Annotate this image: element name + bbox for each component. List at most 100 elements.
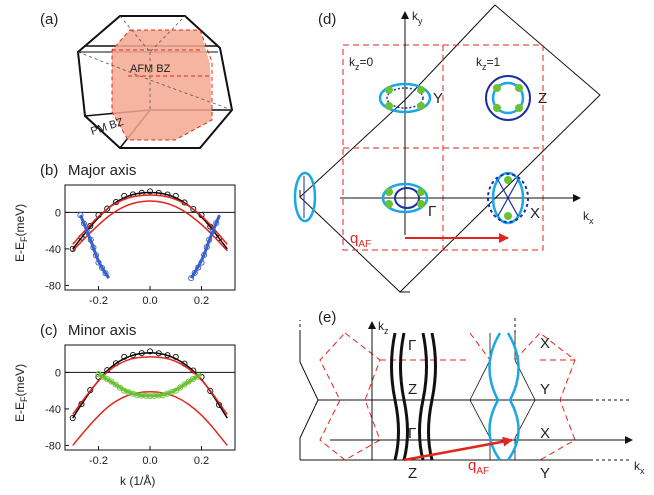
panel-c-datapoint [207, 387, 214, 394]
panel-b: (b) Major axis 0 -40 -80 -0.2 0.0 0.2 [40, 162, 236, 307]
panel-c-xtick: 0.2 [194, 455, 209, 467]
panel-d: (d) ky kx kz=0 kz=1 Y Z [293, 4, 601, 293]
Z-lower-label: Z [408, 465, 417, 482]
panel-c-series-2 [72, 391, 228, 446]
panel-e: (e) kz kx [299, 309, 645, 482]
panel-b-datapoint [172, 192, 179, 200]
Z-point-label: Z [538, 90, 547, 107]
panel-c-datapoint [129, 351, 137, 359]
panel-c: (c) Minor axis 0 -40 -80 -0.2 0.0 0.2 [40, 322, 236, 467]
afm-bz-label: AFM BZ [130, 63, 171, 75]
panel-b-datapoint [95, 259, 102, 266]
fermi-pocket-edge [293, 171, 317, 223]
panel-c-datapoint [95, 371, 102, 378]
kz0-label: kz=0 [349, 55, 374, 72]
panel-d-label: (d) [318, 11, 336, 28]
afm-bz-shape [112, 30, 212, 140]
Gamma-point-label: Γ [428, 203, 436, 220]
panel-b-datapoint [104, 205, 111, 212]
X-point-label: X [530, 205, 540, 222]
panel-c-datapoint [108, 378, 115, 385]
x-axis-label: k (1/Å) [120, 473, 155, 488]
panel-c-datapoint [172, 387, 179, 394]
panel-c-datapoint [172, 353, 179, 360]
X-mid-label: X [540, 425, 550, 442]
panel-b-datapoint [198, 259, 205, 266]
kz1-label: kz=1 [476, 55, 501, 72]
Gamma-mid-label: Γ [408, 425, 416, 442]
fermi-sheets-Gamma-Z [390, 332, 437, 461]
panel-c-datapoint [121, 353, 128, 360]
panel-b-xtick: 0.0 [142, 295, 157, 307]
fermi-pocket-Gamma [381, 182, 429, 214]
Y-upper-label: Y [540, 381, 550, 398]
panel-a: (a) AFM BZ PM BZ [40, 11, 234, 149]
panel-b-xtick: 0.2 [194, 295, 209, 307]
panel-c-datapoint [168, 389, 175, 396]
panel-c-datapoint [129, 390, 137, 397]
panel-e-label: (e) [318, 309, 336, 326]
panel-c-datapoint [146, 348, 154, 355]
panel-c-ytick: -80 [45, 440, 61, 452]
panel-c-ytick: 0 [55, 367, 61, 379]
panel-c-plot [65, 348, 235, 446]
panel-b-datapoint [87, 236, 94, 243]
panel-c-xtick: 0.0 [142, 455, 157, 467]
afm-bz-dashed-edges [111, 29, 213, 141]
panel-c-datapoint [155, 392, 162, 399]
panel-b-ytick: -40 [45, 244, 61, 256]
panel-c-datapoint [138, 350, 145, 357]
panel-b-datapoint [121, 192, 128, 200]
Gamma-top-label: Γ [408, 337, 416, 354]
panel-c-datapoint [87, 387, 94, 394]
panel-c-datapoint [138, 392, 145, 399]
Y-lower-label: Y [540, 465, 550, 482]
panel-b-xtick: -0.2 [89, 295, 108, 307]
panel-b-title: Major axis [68, 162, 136, 179]
kx-label-e: kx [634, 459, 645, 476]
panel-c-series-1 [72, 356, 228, 415]
panel-c-title: Minor axis [68, 322, 136, 339]
panel-b-datapoint [98, 264, 106, 271]
panel-c-datapoint [181, 381, 188, 388]
qaf-label-d: qAF [350, 230, 371, 250]
panel-c-ytick: -40 [45, 404, 61, 416]
panel-b-series-1 [72, 194, 228, 245]
panel-b-plot [65, 188, 235, 282]
panel-c-datapoint [146, 393, 154, 400]
kz-label: kz [378, 319, 389, 336]
panel-c-datapoint [112, 381, 119, 388]
afm-bz-dashed-e [319, 332, 576, 461]
panel-c-frame [64, 344, 236, 451]
panel-c-series-3 [97, 372, 203, 398]
pm-bz-hidden-edges [77, 15, 233, 111]
panel-c-datapoint [189, 375, 197, 383]
panel-c-datapoint [194, 373, 201, 380]
panel-b-series-2 [72, 200, 228, 252]
panel-c-label: (c) [40, 322, 58, 339]
panel-b-ticks: 0 -40 -80 -0.2 0.0 0.2 [45, 207, 209, 307]
panel-c-datapoint [99, 373, 106, 380]
panel-c-ylabel: E-EF(meV) [13, 364, 29, 422]
panel-b-datapoint [102, 270, 109, 277]
panel-c-datapoint [142, 392, 149, 399]
fermi-pocket-Y [378, 82, 432, 114]
panel-a-label: (a) [40, 11, 58, 28]
Z-upper-label: Z [408, 381, 417, 398]
fermi-pocket-Z [485, 75, 531, 121]
panel-b-datapoint [195, 264, 202, 271]
fermi-pocket-X [487, 171, 529, 225]
ky-label: ky [412, 9, 423, 26]
panel-b-datapoint [92, 252, 100, 259]
panel-b-datapoint [206, 236, 213, 243]
panel-c-datapoint [151, 392, 158, 399]
pm-bz-diamond [299, 4, 601, 293]
panel-c-datapoint [69, 414, 76, 422]
qaf-arrow-e [403, 436, 513, 462]
panel-b-datapoint [87, 222, 94, 229]
panel-b-datapoint [203, 244, 210, 251]
panel-c-datapoint [185, 378, 192, 385]
panel-b-datapoint [209, 228, 216, 235]
panel-b-label: (b) [40, 162, 58, 179]
